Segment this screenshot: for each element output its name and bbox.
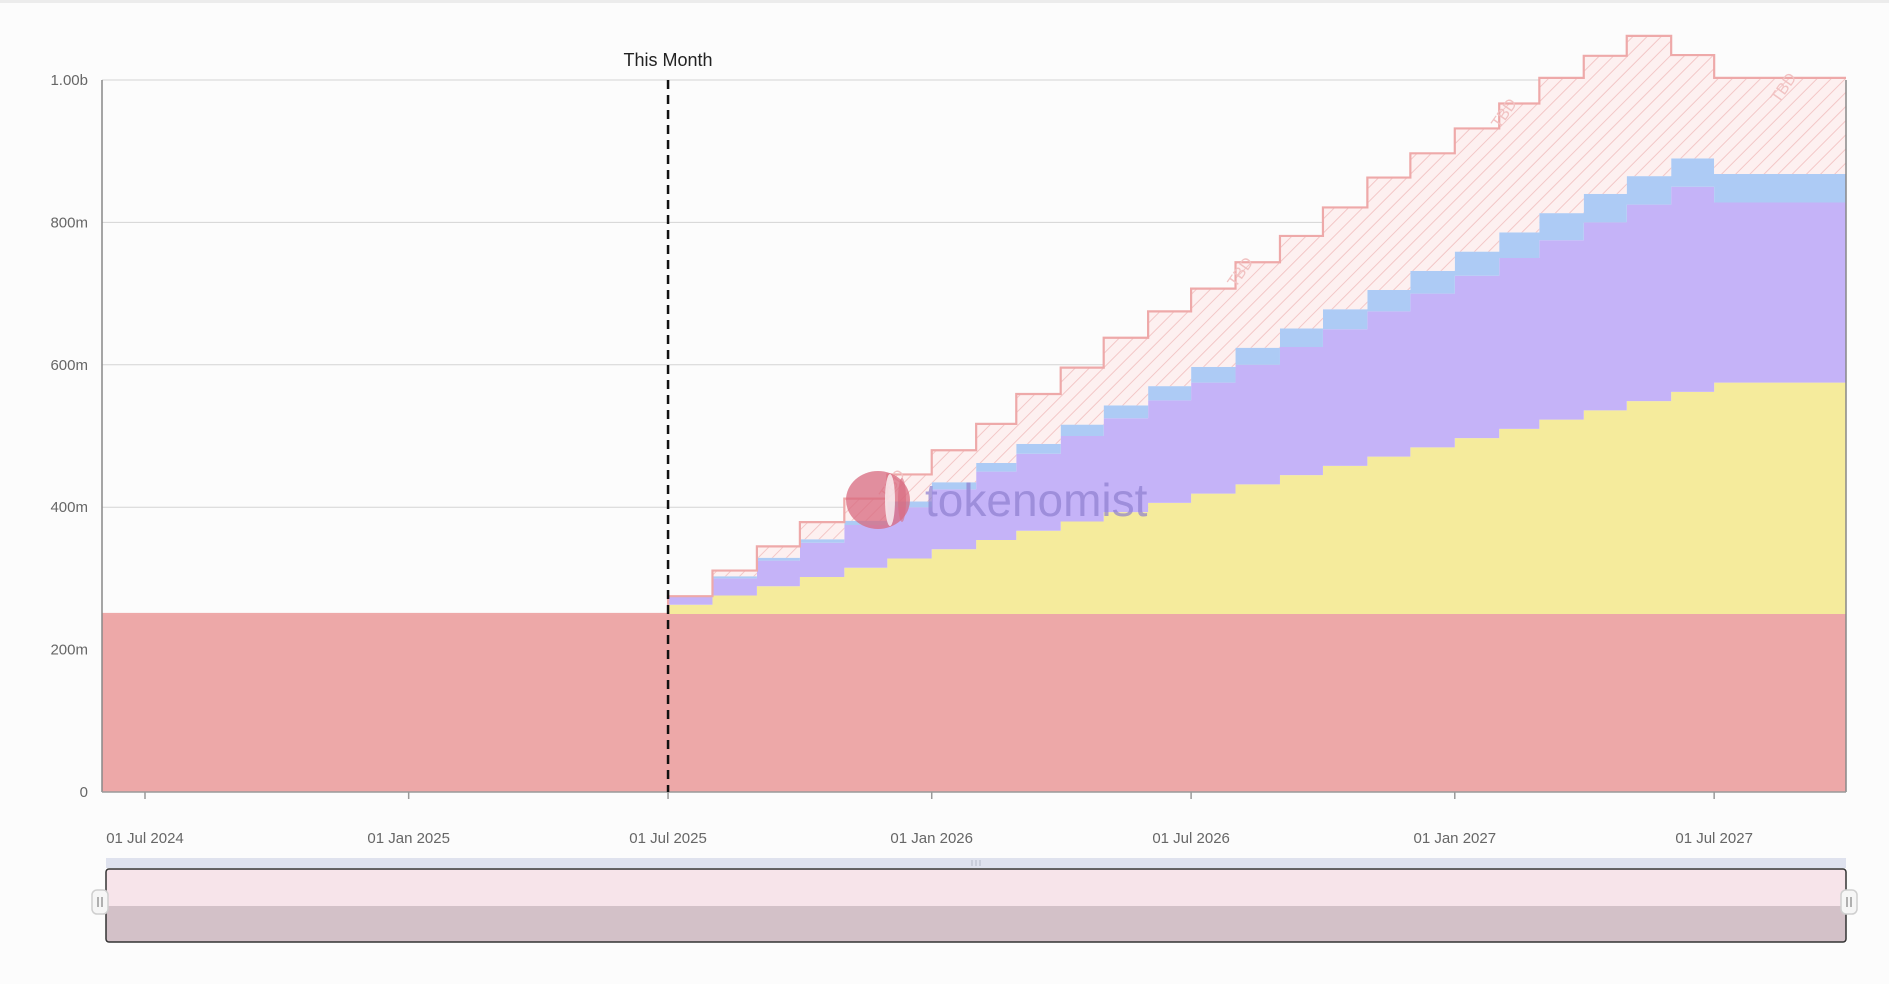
series-outline-4	[102, 34, 1846, 616]
x-tick-label: 01 Jan 2026	[890, 830, 973, 847]
top-border	[0, 0, 1889, 3]
range-navigator[interactable]	[91, 858, 1858, 943]
navigator-right-handle[interactable]	[1840, 889, 1858, 915]
watermark-text: tokenomist	[925, 474, 1148, 526]
series-area-2	[102, 186, 1846, 615]
series-areas	[102, 34, 1846, 792]
y-tick-label: 1.00b	[50, 72, 88, 89]
x-tick-label: 01 Jul 2026	[1152, 830, 1230, 847]
series-area-1	[102, 382, 1846, 614]
series-area-4	[102, 35, 1846, 614]
this-month-label: This Month	[624, 50, 713, 70]
y-tick-label: 600m	[50, 357, 88, 374]
x-tick-label: 01 Jul 2024	[106, 830, 184, 847]
navigator-left-handle[interactable]	[91, 889, 109, 915]
series-area-0	[102, 614, 1846, 792]
watermark-logo-slit-icon	[885, 474, 895, 526]
y-tick-label: 800m	[50, 214, 88, 231]
y-tick-label: 200m	[50, 642, 88, 659]
watermark: tokenomist	[846, 471, 1148, 529]
watermark-logo-arc-icon	[898, 478, 906, 522]
axes: 0 200m 400m 600m 800m 1.00b 01 Jul 2024 01 Jan …	[50, 72, 1847, 847]
y-tick-label: 400m	[50, 499, 88, 516]
y-tick-label: 0	[80, 784, 88, 801]
x-tick-label: 01 Jul 2027	[1675, 830, 1753, 847]
navigator-lower-band	[106, 906, 1846, 942]
x-tick-label: 01 Jan 2027	[1413, 830, 1496, 847]
navigator-upper-band	[106, 869, 1846, 906]
x-tick-label: 01 Jan 2025	[367, 830, 450, 847]
this-month-annotation: This Month	[624, 50, 713, 792]
x-tick-label: 01 Jul 2025	[629, 830, 707, 847]
